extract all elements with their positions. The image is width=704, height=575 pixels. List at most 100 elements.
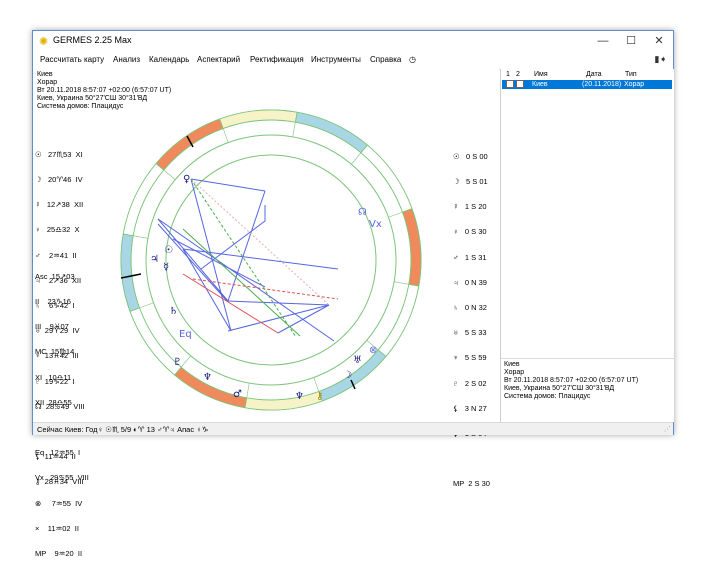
maximize-button[interactable]: ☐ [626,35,636,47]
col-header-date[interactable]: Дата [586,71,602,78]
cusp-row: × 11♒02 II [35,523,79,533]
planet-glyph: ♃ [150,254,159,265]
clock-icon[interactable]: ◷ [409,55,416,64]
aspect-line [157,223,229,303]
menu-calculate-chart[interactable]: Рассчитать карту [40,55,105,64]
aspect-line [190,178,330,306]
info-name: Киев [504,361,520,368]
aspect-line [277,304,330,334]
planet-glyph: ♆ [203,372,212,383]
sign-divider [163,169,176,180]
sign-divider [246,383,250,398]
natal-chart-wheel[interactable]: ♀ ♃ ☉ ☿ ♄ ♇ ♆ ♂ ♆ ⚷ ☽ ♅ ⊗ Vx ☊ Eq [33,69,499,422]
planet-glyph: ♄ [169,306,178,317]
chart-datetime: Вт 20.11.2018 8:57:07 +02:00 (6:57:07 UT… [37,87,172,94]
col-header-name[interactable]: Имя [534,71,548,78]
planet-row: ☉ 27♏53 XI [35,149,83,159]
resize-grip-icon[interactable]: ⋰ [664,426,671,433]
chart-place: Киев, Украина 50°27'СШ 30°31'ВД [37,95,148,102]
sign-divider [388,211,403,218]
house-segment [402,208,422,287]
planet-glyph: ♂ [233,389,242,400]
speed-row: ♂ 1 S 31 [453,252,487,262]
speed-row: ☉ 0 S 00 [453,151,488,161]
cusp-row: Vx 29♋55 VIII [35,473,89,483]
planet-row: ⚸ 11♒44 II [35,452,76,462]
speed-row: ☽ 5 S 01 [453,177,488,187]
chart-name: Киев [37,71,53,78]
sign-divider [139,302,154,309]
sign-divider [292,122,296,137]
speed-row: ♆ 5 S 59 [453,353,487,363]
window-title: GERMES 2.25 Max [53,35,132,45]
status-bar: Сейчас Киев: Год♀ ☉♏ 5/9 ◐♈ 13 ♂♈♃ Апас … [33,422,673,435]
cusp-row: ⊗ 7♒55 IV [35,498,83,508]
chart-area: Киев Хорар Вт 20.11.2018 8:57:07 +02:00 … [33,69,499,558]
checkbox-1[interactable] [506,80,514,88]
speed-row: ♇ 2 S 02 [453,378,487,388]
asc-axis [120,273,142,279]
col-header-1[interactable]: 1 [506,71,510,78]
aspect-line [190,178,297,338]
cusp-row: II 23♑16 [35,297,71,307]
house-segment [122,163,165,237]
menu-help[interactable]: Справка [370,55,402,64]
aspect-line [182,248,339,270]
info-place: Киев, Украина 50°27'СШ 30°31'ВД [504,385,615,392]
planet-row: ♀ 25♎32 X [35,225,80,235]
planet-row: ♅ 29♈29 IV [35,326,80,336]
panel-toggle-icon[interactable]: ▮➧ [654,54,668,64]
planet-glyph: ☊ [358,207,367,218]
aspect-line [157,218,229,302]
sign-divider [222,128,229,143]
planet-glyph: ♀ [183,174,190,185]
aspect-line [192,278,339,300]
planet-glyph: ♆ [295,391,304,402]
planet-row: ☿ 12↗38 XII [35,200,84,210]
close-button[interactable]: ✕ [654,35,664,47]
planet-row: ♆ 13♓42 III [35,351,79,361]
menu-tools[interactable]: Инструменты [311,55,361,64]
house-segment [360,144,413,213]
cusp-row: Eq 12♒55 I [35,448,81,458]
app-logo-icon: ✺ [39,36,49,48]
aspect-line [227,304,330,332]
house-segment [294,111,368,154]
sign-divider [366,340,379,351]
row-type: Хорар [624,81,645,88]
sign-divider [313,377,320,392]
planet-row: ♄ 6♑42 I [35,301,75,311]
house-segment [244,391,323,411]
house-segment [155,118,224,171]
cusp-row: Asc 15↗03 [35,271,75,281]
sign-divider [180,355,191,368]
menu-bar: Рассчитать карту Анализ Календарь Аспект… [33,51,673,70]
menu-analysis[interactable]: Анализ [113,55,141,64]
chart-house-system: Система домов: Плацидус [37,103,124,110]
mc-axis [186,135,194,148]
planet-glyph: ☿ [163,262,169,273]
aspect-line [182,228,301,337]
planet-glyph: ♇ [173,357,182,368]
status-text: Сейчас Киев: Год♀ ☉♏ 5/9 ◐♈ 13 ♂♈♃ Апас … [37,425,209,434]
minimize-button[interactable]: — [597,35,609,47]
row-date: (20.11.2018) [582,81,622,88]
speed-row: ♄ 0 N 32 [453,303,487,313]
sign-divider [351,152,362,165]
planet-row: ♂ 2♒41 II [35,250,77,260]
menu-rectification[interactable]: Ректификация [250,55,304,64]
menu-aspectarium[interactable]: Аспектарий [197,55,241,64]
col-header-type[interactable]: Тип [625,71,637,78]
sign-divider [133,235,148,239]
col-header-2[interactable]: 2 [516,71,520,78]
speed-row: MP 2 S 30 [453,479,490,489]
menu-calendar[interactable]: Календарь [149,55,190,64]
chart-list-row[interactable]: Киев (20.11.2018) Хорар [502,80,672,89]
speed-row: ♅ 5 S 33 [453,328,487,338]
house-segment [120,233,140,312]
planet-glyph: ♅ [353,355,362,366]
planet-glyph: Vx [369,219,382,230]
selected-chart-info: Киев Хорар Вт 20.11.2018 8:57:07 +02:00 … [504,361,638,401]
charts-list-panel: 1 2 Имя Дата Тип Киев (20.11.2018) Хорар… [500,69,674,422]
checkbox-2[interactable] [516,80,524,88]
